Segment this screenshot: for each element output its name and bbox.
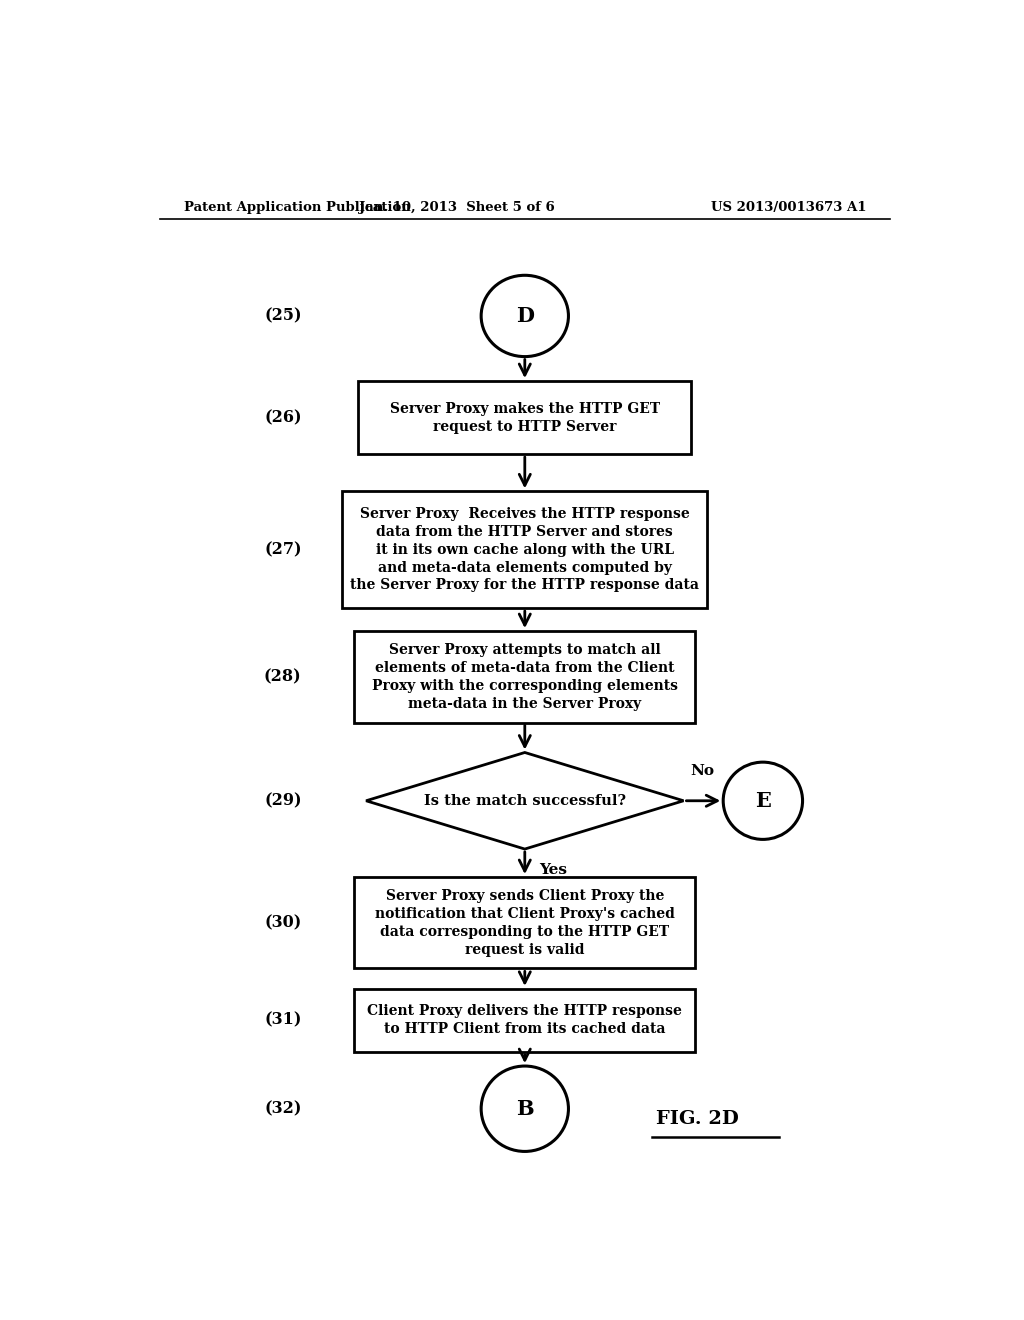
Text: (29): (29)	[264, 792, 301, 809]
Text: (31): (31)	[264, 1012, 301, 1028]
Ellipse shape	[481, 1067, 568, 1151]
Polygon shape	[367, 752, 684, 849]
FancyBboxPatch shape	[354, 631, 695, 722]
Text: Server Proxy attempts to match all
elements of meta-data from the Client
Proxy w: Server Proxy attempts to match all eleme…	[372, 643, 678, 710]
Text: Is the match successful?: Is the match successful?	[424, 793, 626, 808]
Text: (26): (26)	[264, 409, 301, 426]
Text: Jan. 10, 2013  Sheet 5 of 6: Jan. 10, 2013 Sheet 5 of 6	[359, 201, 555, 214]
Text: (28): (28)	[264, 668, 301, 685]
Text: Patent Application Publication: Patent Application Publication	[183, 201, 411, 214]
Text: B: B	[516, 1098, 534, 1119]
Ellipse shape	[481, 276, 568, 356]
Text: D: D	[516, 306, 534, 326]
FancyBboxPatch shape	[354, 876, 695, 969]
Text: (32): (32)	[264, 1101, 301, 1117]
FancyBboxPatch shape	[342, 491, 708, 609]
Text: Server Proxy  Receives the HTTP response
data from the HTTP Server and stores
it: Server Proxy Receives the HTTP response …	[350, 507, 699, 593]
FancyBboxPatch shape	[358, 381, 691, 454]
Text: No: No	[690, 764, 714, 779]
Text: (27): (27)	[264, 541, 301, 558]
Ellipse shape	[723, 762, 803, 840]
Text: (25): (25)	[264, 308, 301, 325]
Text: Client Proxy delivers the HTTP response
to HTTP Client from its cached data: Client Proxy delivers the HTTP response …	[368, 1005, 682, 1036]
Text: FIG. 2D: FIG. 2D	[655, 1110, 738, 1127]
Text: US 2013/0013673 A1: US 2013/0013673 A1	[711, 201, 866, 214]
Text: E: E	[755, 791, 771, 810]
Text: (30): (30)	[264, 915, 301, 931]
Text: Server Proxy sends Client Proxy the
notification that Client Proxy's cached
data: Server Proxy sends Client Proxy the noti…	[375, 888, 675, 957]
Text: Yes: Yes	[539, 863, 567, 878]
FancyBboxPatch shape	[354, 989, 695, 1052]
Text: Server Proxy makes the HTTP GET
request to HTTP Server: Server Proxy makes the HTTP GET request …	[390, 401, 659, 433]
